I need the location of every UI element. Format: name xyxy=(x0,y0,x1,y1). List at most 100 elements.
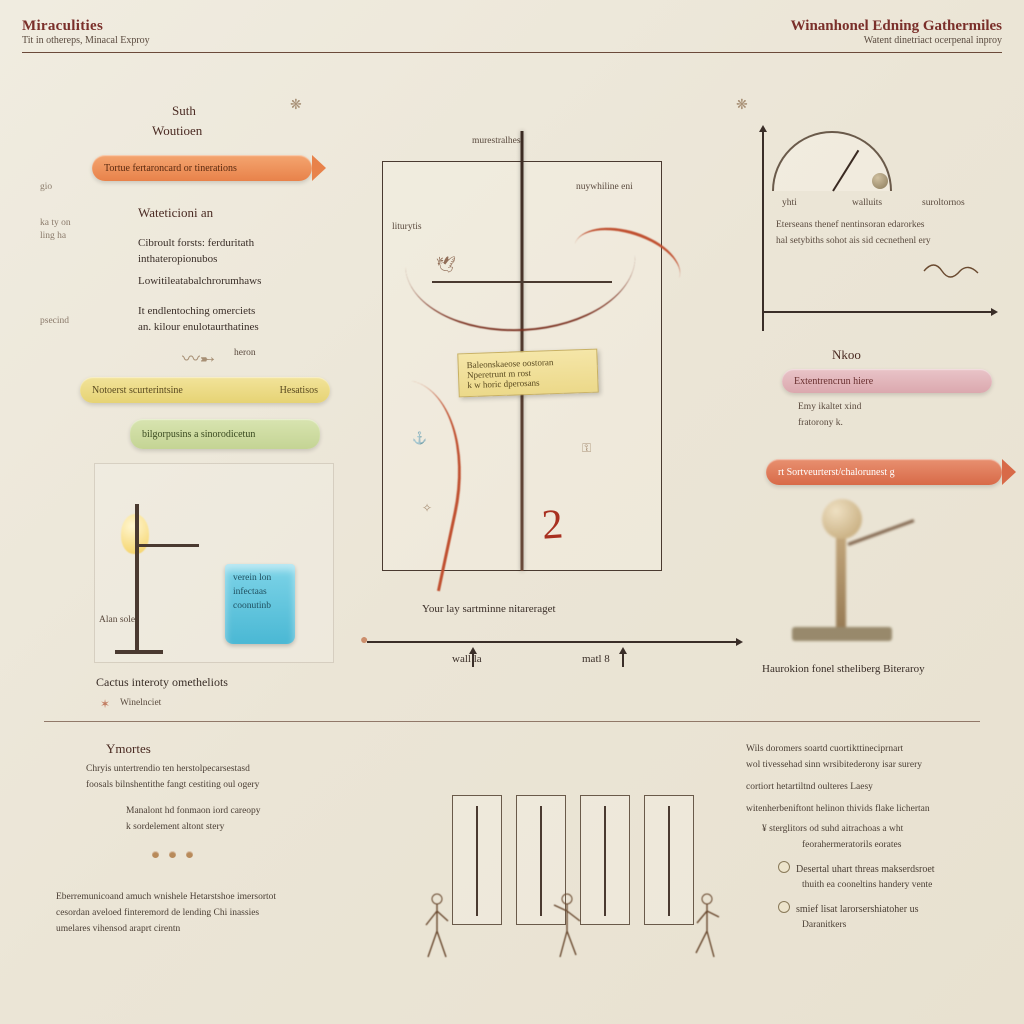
frame-side-label-r: nuywhiline eni xyxy=(576,181,633,194)
pink-line2: fratorony k. xyxy=(798,417,843,430)
star-icon: ✶ xyxy=(100,697,110,712)
right-col2: walluits xyxy=(852,197,882,210)
frame-side-label-l: liturytis xyxy=(392,221,422,234)
header-right-sub: Watent dinetriact ocerpenal inproy xyxy=(791,35,1002,46)
ellipsis-dots-icon xyxy=(152,851,193,858)
pill-pink-label: Extentrencrun hiere xyxy=(794,376,873,387)
pill-green-label: bilgorpusins a sinorodicetun xyxy=(142,429,255,440)
stick-figure-icon xyxy=(692,891,722,961)
beaker-label-1: verein lon xyxy=(233,572,271,585)
gauge xyxy=(772,131,892,191)
bird-icon: 🕊 xyxy=(436,255,456,275)
bl-foot3: umelares vihensod araprt cirentn xyxy=(56,923,376,936)
retort-stand-icon xyxy=(135,504,139,654)
bl-p1: Chryis untertrendio ten herstolpecarsest… xyxy=(86,763,366,776)
left-line2: inthateropionubos xyxy=(138,253,217,265)
ornament-label: heron xyxy=(234,347,256,360)
center-caption: Your lay sartminne nitareraget xyxy=(422,603,556,615)
flourish-icon: 〰➸ xyxy=(182,345,215,371)
beaker-label-2: infectaas xyxy=(233,586,267,599)
right-col3: suroltornos xyxy=(922,197,965,210)
br-p5: ¥ sterglitors od suhd aitrachoas a wht xyxy=(762,823,1016,836)
br-p2: wol tivessehad sinn wrsibitederony isar … xyxy=(746,759,1016,772)
header-right-title: Winanhonel Edning Gathermiles xyxy=(791,18,1002,35)
axis-label-left: wall la xyxy=(452,653,482,665)
left-illustration-box: verein lon infectaas coonutinb Alan sole xyxy=(94,463,334,663)
left-caption-sub: Winelnciet xyxy=(120,697,161,710)
panel-3 xyxy=(580,795,630,925)
apparatus-bulb-icon xyxy=(822,499,862,539)
br-bullet-2b: Daranitkers xyxy=(802,919,1012,932)
frame-top-label: murestralhes xyxy=(472,135,521,148)
right-caption: Haurokion fonel stheliberg Biteraroy xyxy=(762,663,925,675)
pill-yellow-left-label: Notoerst scurterintsine xyxy=(92,385,183,396)
left-heading-watch: Wateticioni an xyxy=(138,205,213,221)
right-apparatus xyxy=(752,491,932,651)
margin-scribble: psecind xyxy=(40,315,69,328)
axis-vertical-right xyxy=(762,131,764,331)
beaker-side-label: Alan sole xyxy=(99,614,135,627)
pink-line1: Emy ikaltet xind xyxy=(798,401,861,414)
diagram-canvas: ❋ ❋ Suth Woutioen Tortue fertaroncard or… xyxy=(22,61,1002,1001)
center-apparatus-frame: murestralhes nuywhiline eni liturytis 🕊 … xyxy=(372,141,672,581)
panel-bar-icon xyxy=(668,806,670,916)
left-line5: an. kilour enulotaurthatines xyxy=(138,321,259,333)
right-desc1: Eterseans thenef nentinsoran edarorkes xyxy=(776,219,1006,232)
ornament-dot-icon: ❋ xyxy=(736,97,748,114)
beaker-label-3: coonutinb xyxy=(233,600,271,613)
retort-arm-icon xyxy=(139,544,199,547)
stick-figure-icon xyxy=(552,891,582,961)
bl-foot2: cesordan aveloed finteremord de lending … xyxy=(56,907,376,920)
apparatus-base-icon xyxy=(792,627,892,641)
left-caption: Cactus interoty ometheliots xyxy=(96,675,228,690)
left-line1: Cibroult forsts: ferduritath xyxy=(138,237,254,249)
br-p1: Wils doromers soartd cuortikttineciprnar… xyxy=(746,743,1016,756)
header-left-sub: Tit in othereps, Minacal Exproy xyxy=(22,35,150,46)
stick-figure-icon xyxy=(422,891,452,961)
panel-4 xyxy=(644,795,694,925)
bl-p2: foosals bilnshentithe fangt cestiting ou… xyxy=(86,779,366,792)
pill-green: bilgorpusins a sinorodicetun xyxy=(130,419,320,449)
left-line3: Lowitileatabalchrorumhaws xyxy=(138,275,261,287)
panel-1 xyxy=(452,795,502,925)
br-p4: witenherbeniftont helinon thivids flake … xyxy=(746,803,1016,816)
margin-scribble: gio xyxy=(40,181,52,194)
compass-icon: ✧ xyxy=(422,501,432,516)
left-section-b: Woutioen xyxy=(152,123,202,139)
br-bullet-2: smief lisat larorsershiatoher us xyxy=(778,901,918,915)
left-section-a: Suth xyxy=(172,103,196,119)
axis-label-right: matl 8 xyxy=(582,653,610,665)
br-p3: cortiort hetartiltnd oulteres Laesy xyxy=(746,781,1016,794)
left-line4: It endlentoching omerciets xyxy=(138,305,255,317)
panel-bar-icon xyxy=(540,806,542,916)
right-heading-nkoo: Nkoo xyxy=(832,347,861,363)
sticky-note: Baleonskaeose oostoran Nperetrunt m rost… xyxy=(457,349,598,398)
tick-icon xyxy=(472,653,474,667)
divider-rule xyxy=(44,721,980,722)
right-col1: yhti xyxy=(782,197,797,210)
panel-bar-icon xyxy=(476,806,478,916)
margin-scribble: ka ty onling ha xyxy=(40,217,100,243)
apparatus-post-icon xyxy=(836,527,846,627)
pill-orange-label: Tortue fertaroncard or tinerations xyxy=(104,163,237,174)
big-numeral: 2 xyxy=(540,500,564,549)
header-left-title: Miraculities xyxy=(22,18,150,35)
bl-p3: Manalont hd fonmaon iord careopy xyxy=(126,805,366,818)
tick-icon xyxy=(622,653,624,667)
pill-pink: Extentrencrun hiere xyxy=(782,369,992,393)
pill-yellow: Notoerst scurterintsine Hesatisos xyxy=(80,377,330,403)
axis-bottom xyxy=(367,641,737,643)
bl-heading: Ymortes xyxy=(106,741,151,757)
anchor-icon: ⚓ xyxy=(412,431,427,446)
pill-red-arrow: rt Sortveurterst/chalorunest g xyxy=(766,459,1002,485)
br-bullet-1: Desertal uhart threas makserdsroet xyxy=(778,861,935,875)
signature-icon xyxy=(922,257,982,281)
br-p6: feorahermeratorils eorates xyxy=(802,839,1016,852)
figure-panels xyxy=(452,761,712,961)
right-desc2: hal setybiths sohot ais sid cecnethenl e… xyxy=(776,235,1006,248)
gauge-weight-icon xyxy=(872,173,888,189)
bl-foot1: Eberremunicoand amuch wnishele Hetarstsh… xyxy=(56,891,376,904)
pill-red-label: rt Sortveurterst/chalorunest g xyxy=(778,467,895,478)
bl-p4: k sordelement altont stery xyxy=(126,821,366,834)
pill-orange-arrow: Tortue fertaroncard or tinerations xyxy=(92,155,312,181)
